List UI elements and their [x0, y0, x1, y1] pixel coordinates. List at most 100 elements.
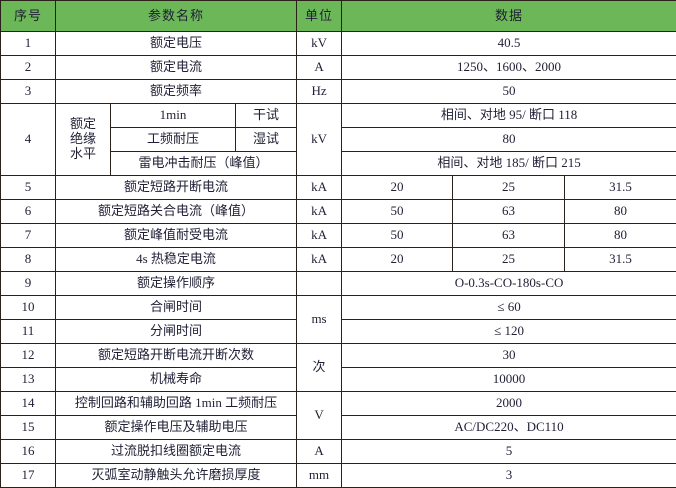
row-index: 6	[1, 200, 56, 224]
table-row: 17 灭弧室动静触头允许磨损厚度 mm 3	[1, 464, 676, 488]
row-unit: A	[297, 440, 342, 464]
lightning-impulse-label: 雷电冲击耐压（峰值）	[111, 152, 297, 176]
row-index: 13	[1, 368, 56, 392]
row-parameter: 过流脱扣线圈额定电流	[56, 440, 297, 464]
row-value: 1250、1600、2000	[342, 56, 676, 80]
row-value-1: 20	[342, 176, 453, 200]
row-unit: kA	[297, 224, 342, 248]
row-unit	[297, 272, 342, 296]
header-data: 数据	[342, 1, 676, 32]
row-parameter: 额定操作顺序	[56, 272, 297, 296]
row-value-2: 25	[453, 176, 565, 200]
row-unit: kA	[297, 248, 342, 272]
row-index: 16	[1, 440, 56, 464]
row-value-2: 63	[453, 224, 565, 248]
row-index: 2	[1, 56, 56, 80]
wet-test-label: 湿试	[236, 128, 297, 152]
row-parameter: 额定频率	[56, 80, 297, 104]
insulation-level-line-3: 水平	[70, 146, 96, 161]
header-parameter: 参数名称	[56, 1, 297, 32]
row-unit: kV	[297, 104, 342, 176]
row-value: 2000	[342, 392, 676, 416]
row-index: 17	[1, 464, 56, 488]
row-parameter: 额定短路开断电流	[56, 176, 297, 200]
row-parameter: 额定峰值耐受电流	[56, 224, 297, 248]
row-value-3: 80	[565, 200, 676, 224]
table-row: 8 4s 热稳定电流 kA 20 25 31.5	[1, 248, 676, 272]
row-unit: kA	[297, 176, 342, 200]
header-row: 序号 参数名称 单位 数据	[1, 1, 676, 32]
row-index: 7	[1, 224, 56, 248]
dry-test-value: 相间、对地 95/ 断口 118	[342, 104, 676, 128]
row-unit: kA	[297, 200, 342, 224]
table-row: 10 合闸时间 ms ≤ 60	[1, 296, 676, 320]
row-parameter: 控制回路和辅助回路 1min 工频耐压	[56, 392, 297, 416]
row-index: 1	[1, 32, 56, 56]
table-row: 3 额定频率 Hz 50	[1, 80, 676, 104]
row-index: 9	[1, 272, 56, 296]
row-value: 5	[342, 440, 676, 464]
row-unit: Hz	[297, 80, 342, 104]
table-row: 14 控制回路和辅助回路 1min 工频耐压 V 2000	[1, 392, 676, 416]
insulation-level-line-2: 绝缘	[70, 131, 96, 146]
row-value: 10000	[342, 368, 676, 392]
row-parameter: 分闸时间	[56, 320, 297, 344]
power-frequency-label-line-2: 工频耐压	[111, 128, 236, 152]
row-index: 12	[1, 344, 56, 368]
row-unit: V	[297, 392, 342, 440]
insulation-level-label: 额定 绝缘 水平	[56, 104, 111, 176]
insulation-level-line-1: 额定	[70, 116, 96, 131]
table-row: 6 额定短路关合电流（峰值） kA 50 63 80	[1, 200, 676, 224]
row-value-2: 25	[453, 248, 565, 272]
row-value: 3	[342, 464, 676, 488]
row-parameter: 额定操作电压及辅助电压	[56, 416, 297, 440]
table-row: 7 额定峰值耐受电流 kA 50 63 80	[1, 224, 676, 248]
table-row: 12 额定短路开断电流开断次数 次 30	[1, 344, 676, 368]
row-value-1: 20	[342, 248, 453, 272]
table-row: 1 额定电压 kV 40.5	[1, 32, 676, 56]
lightning-impulse-value: 相间、对地 185/ 断口 215	[342, 152, 676, 176]
wet-test-value: 80	[342, 128, 676, 152]
row-parameter: 灭弧室动静触头允许磨损厚度	[56, 464, 297, 488]
dry-test-label: 干试	[236, 104, 297, 128]
row-parameter: 额定电压	[56, 32, 297, 56]
row-value-3: 80	[565, 224, 676, 248]
row-index: 5	[1, 176, 56, 200]
row-index: 8	[1, 248, 56, 272]
row-index: 3	[1, 80, 56, 104]
table-row: 4 额定 绝缘 水平 1min 干试 kV 相间、对地 95/ 断口 118	[1, 104, 676, 128]
row-index: 15	[1, 416, 56, 440]
row-value: 40.5	[342, 32, 676, 56]
row-index: 14	[1, 392, 56, 416]
row-parameter: 额定短路关合电流（峰值）	[56, 200, 297, 224]
row-unit: kV	[297, 32, 342, 56]
table-row: 16 过流脱扣线圈额定电流 A 5	[1, 440, 676, 464]
row-value-3: 31.5	[565, 248, 676, 272]
row-index: 4	[1, 104, 56, 176]
table-body: 1 额定电压 kV 40.5 2 额定电流 A 1250、1600、2000 3…	[1, 32, 676, 488]
row-unit: A	[297, 56, 342, 80]
row-value-1: 50	[342, 224, 453, 248]
row-value: ≤ 120	[342, 320, 676, 344]
row-index: 11	[1, 320, 56, 344]
table-row: 2 额定电流 A 1250、1600、2000	[1, 56, 676, 80]
table-header: 序号 参数名称 单位 数据	[1, 1, 676, 32]
row-value: 30	[342, 344, 676, 368]
row-value: O-0.3s-CO-180s-CO	[342, 272, 676, 296]
row-index: 10	[1, 296, 56, 320]
row-parameter: 额定电流	[56, 56, 297, 80]
row-unit: 次	[297, 344, 342, 392]
row-value: ≤ 60	[342, 296, 676, 320]
row-value-1: 50	[342, 200, 453, 224]
row-value-3: 31.5	[565, 176, 676, 200]
header-index: 序号	[1, 1, 56, 32]
row-parameter: 4s 热稳定电流	[56, 248, 297, 272]
row-value: 50	[342, 80, 676, 104]
table-row: 9 额定操作顺序 O-0.3s-CO-180s-CO	[1, 272, 676, 296]
row-parameter: 额定短路开断电流开断次数	[56, 344, 297, 368]
row-value-2: 63	[453, 200, 565, 224]
row-parameter: 机械寿命	[56, 368, 297, 392]
row-unit: ms	[297, 296, 342, 344]
table-row: 5 额定短路开断电流 kA 20 25 31.5	[1, 176, 676, 200]
